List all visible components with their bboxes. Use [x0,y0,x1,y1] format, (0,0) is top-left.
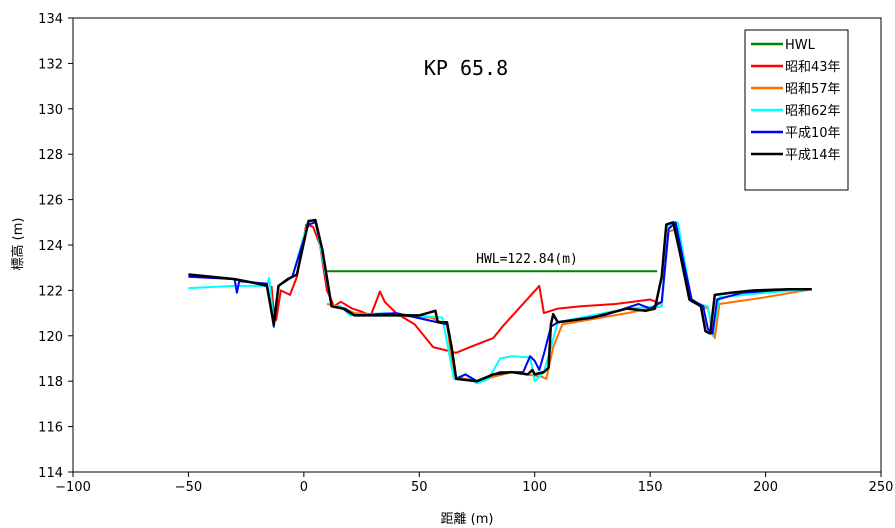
y-tick-label: 118 [38,375,63,390]
y-axis-label: 標高 (m) [10,218,26,271]
x-tick-label: 0 [300,480,308,495]
x-tick-label: −50 [175,480,202,495]
series-line-1 [270,223,663,354]
y-tick-label: 116 [38,421,63,436]
y-tick-label: 114 [38,466,63,481]
x-tick-label: 150 [638,480,663,495]
y-tick-label: 120 [38,330,63,345]
legend-label-0: HWL [785,38,816,53]
x-tick-label: 200 [753,480,778,495]
y-tick-label: 124 [38,239,63,254]
legend-label-4: 平成10年 [785,126,841,141]
hwl-annotation: HWL=122.84(m) [476,252,578,267]
legend-label-5: 平成14年 [785,148,841,163]
x-tick-label: −100 [55,480,91,495]
y-tick-label: 122 [38,284,63,299]
x-tick-label: 250 [869,480,894,495]
x-axis-label: 距離 (m) [441,512,494,527]
x-tick-label: 50 [411,480,428,495]
series-lines [188,218,812,385]
y-tick-label: 126 [38,194,63,209]
x-tick-label: 100 [522,480,547,495]
y-tick-label: 134 [38,12,63,27]
y-tick-label: 132 [38,57,63,72]
legend-label-1: 昭和43年 [785,60,841,75]
legend-label-3: 昭和62年 [785,104,841,119]
y-tick-label: 130 [38,103,63,118]
legend-label-2: 昭和57年 [785,82,841,97]
axes: −100 −50 0 50 100 150 200 250 114 116 118 120 122 124… [38,12,893,495]
chart-title: KP 65.8 [424,56,508,80]
y-tick-label: 128 [38,148,63,163]
series-line-5 [188,218,812,383]
